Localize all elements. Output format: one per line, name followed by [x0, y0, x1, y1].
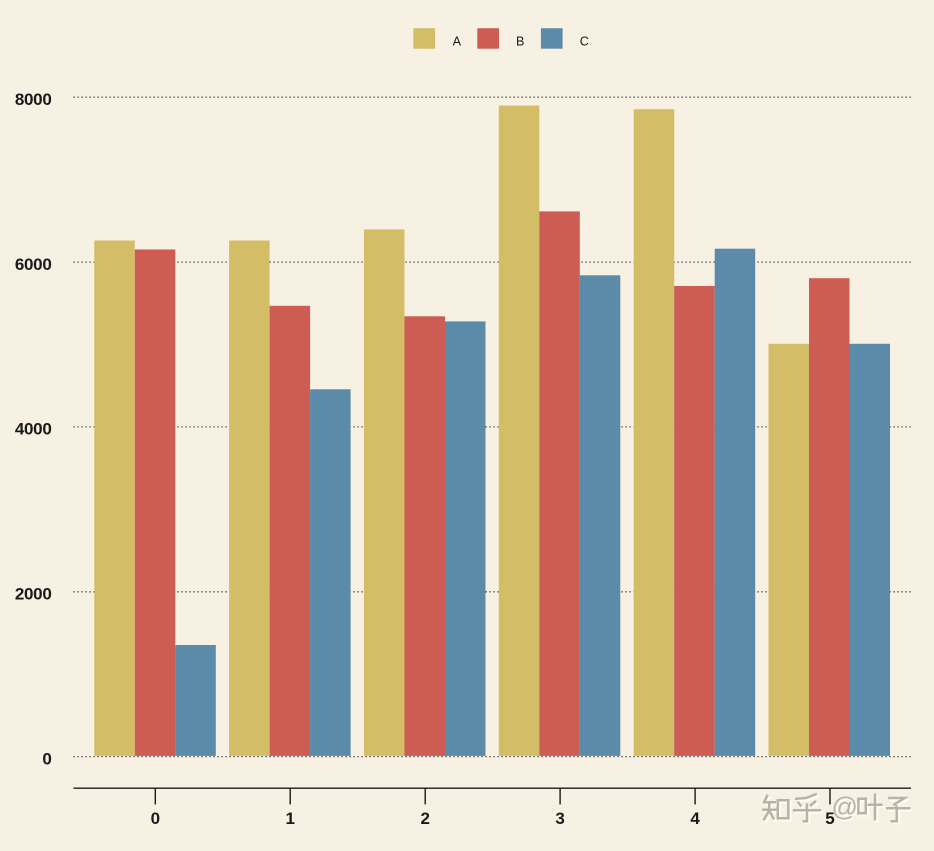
svg-text:2000: 2000	[15, 585, 52, 604]
svg-text:3: 3	[555, 809, 564, 828]
svg-text:4000: 4000	[15, 420, 52, 439]
svg-text:0: 0	[42, 749, 51, 768]
svg-text:4: 4	[690, 809, 700, 828]
svg-text:@: @	[834, 794, 860, 824]
svg-text:2: 2	[420, 809, 429, 828]
svg-text:1: 1	[285, 809, 294, 828]
svg-text:5: 5	[825, 809, 834, 828]
svg-text:C: C	[580, 34, 589, 48]
svg-text:6000: 6000	[15, 255, 52, 274]
svg-text:8000: 8000	[15, 90, 52, 109]
svg-text:0: 0	[151, 809, 160, 828]
svg-text:@: @	[832, 792, 858, 822]
svg-text:B: B	[516, 34, 524, 48]
svg-text:A: A	[453, 34, 462, 48]
